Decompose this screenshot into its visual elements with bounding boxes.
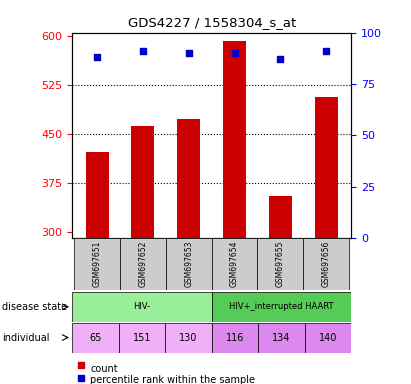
- Bar: [74, 238, 120, 290]
- Text: count: count: [90, 364, 118, 374]
- Bar: [72, 323, 118, 353]
- Bar: [305, 323, 351, 353]
- Bar: [72, 292, 212, 322]
- Point: [277, 56, 284, 63]
- Point: [140, 48, 146, 54]
- Text: 65: 65: [89, 333, 102, 343]
- Text: GSM697652: GSM697652: [139, 241, 148, 287]
- Bar: [177, 119, 200, 384]
- Point: [185, 50, 192, 56]
- Point: [231, 50, 238, 56]
- Text: percentile rank within the sample: percentile rank within the sample: [90, 375, 255, 384]
- Bar: [212, 238, 257, 290]
- Text: GSM697651: GSM697651: [92, 241, 102, 287]
- Bar: [212, 323, 258, 353]
- Text: HIV+_interrupted HAART: HIV+_interrupted HAART: [229, 302, 334, 311]
- Text: 130: 130: [179, 333, 198, 343]
- Text: GSM697654: GSM697654: [230, 241, 239, 287]
- Bar: [303, 238, 349, 290]
- Bar: [118, 323, 165, 353]
- Title: GDS4227 / 1558304_s_at: GDS4227 / 1558304_s_at: [127, 16, 296, 29]
- Bar: [120, 238, 166, 290]
- Text: 134: 134: [272, 333, 291, 343]
- Bar: [258, 323, 305, 353]
- Text: 140: 140: [319, 333, 337, 343]
- Text: individual: individual: [2, 333, 50, 343]
- Bar: [315, 96, 338, 384]
- Text: 151: 151: [132, 333, 151, 343]
- Bar: [132, 126, 155, 384]
- Bar: [269, 196, 292, 384]
- Bar: [257, 238, 303, 290]
- Text: HIV-: HIV-: [133, 302, 150, 311]
- Bar: [85, 152, 109, 384]
- Text: 116: 116: [226, 333, 244, 343]
- Text: GSM697656: GSM697656: [322, 241, 331, 287]
- Text: GSM697655: GSM697655: [276, 241, 285, 287]
- Bar: [212, 292, 351, 322]
- Text: GSM697653: GSM697653: [184, 241, 193, 287]
- Point: [78, 375, 84, 381]
- Point: [323, 48, 330, 54]
- Text: disease state: disease state: [2, 302, 67, 312]
- Bar: [223, 41, 246, 384]
- Bar: [166, 238, 212, 290]
- Bar: [165, 323, 212, 353]
- Point: [94, 54, 100, 60]
- Point: [78, 362, 84, 368]
